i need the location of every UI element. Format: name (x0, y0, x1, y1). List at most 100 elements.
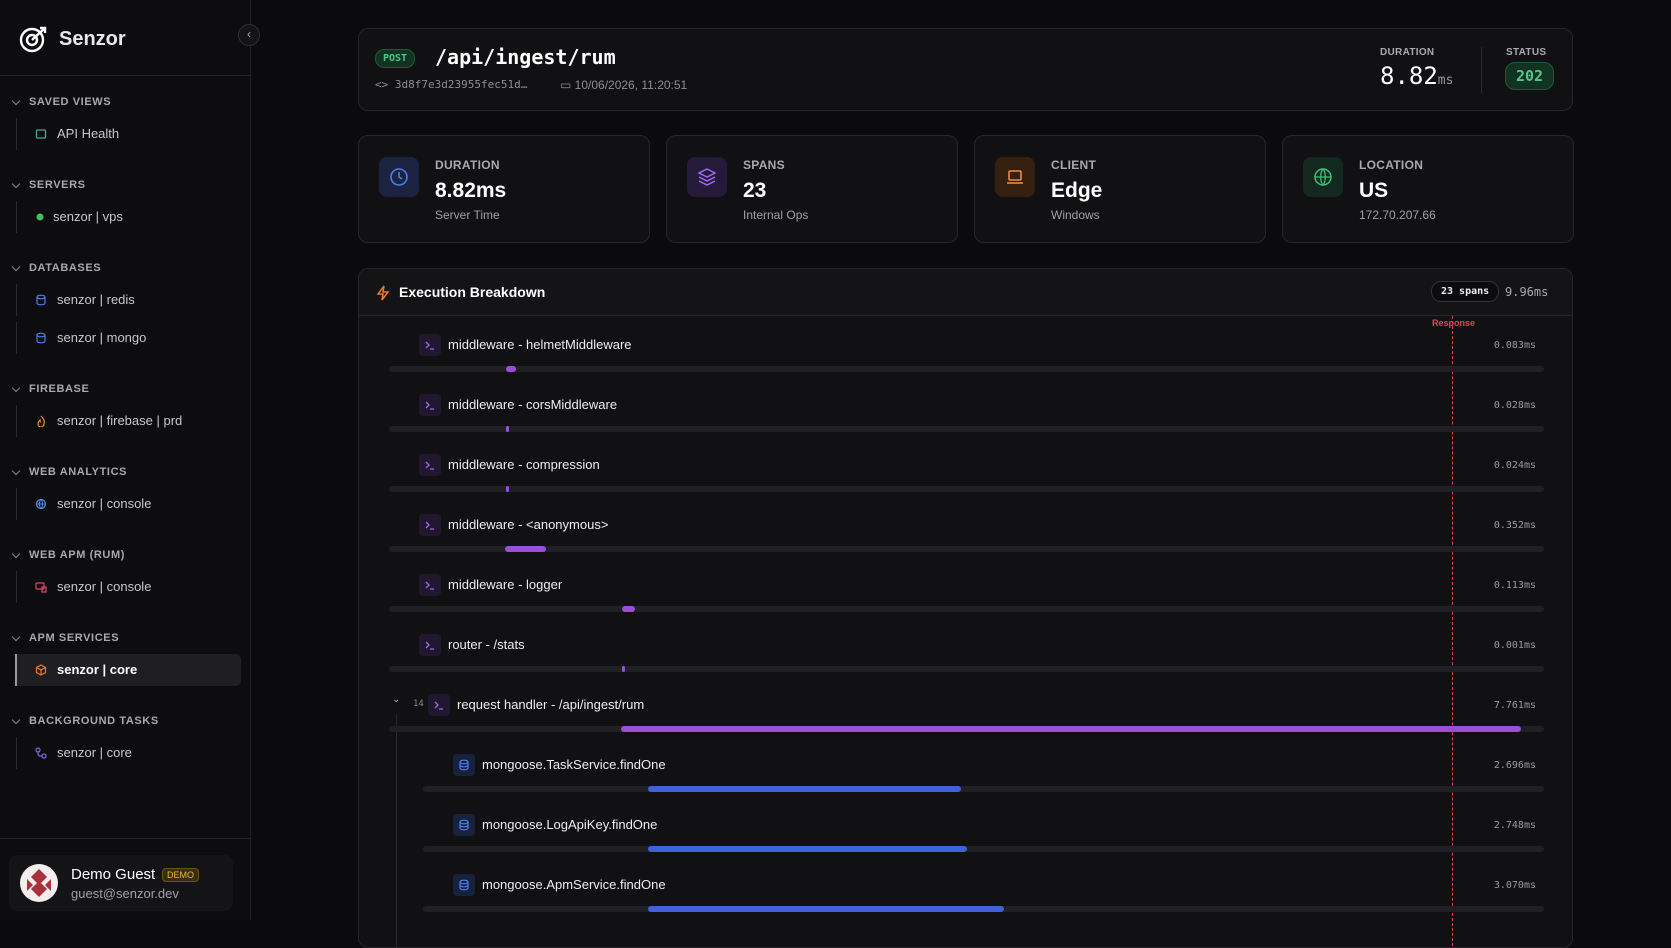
span-track (389, 366, 1544, 372)
span-track (389, 426, 1544, 432)
collapse-button[interactable]: ‹ (238, 24, 260, 46)
span-duration: 2.748ms (1493, 820, 1536, 831)
nav-item[interactable]: senzor | core (16, 737, 250, 769)
nav-item[interactable]: senzor | redis (16, 284, 250, 316)
span-icon (419, 454, 441, 476)
span-bar (648, 906, 1004, 912)
span-row: ⌄ 14 request handler - /api/ingest/rum 7.76… (359, 676, 1572, 736)
app: Senzor Demo Guest DEMO guest@senzor.dev … (0, 0, 1671, 920)
section-title: APM SERVICES (0, 628, 250, 648)
span-name: request handler - /api/ingest/rum (457, 697, 645, 712)
nav-item-label: senzor | console (57, 496, 152, 511)
span-row: mongoose.ApmService.findOne 3.070ms (359, 856, 1572, 916)
span-row: router - /stats 0.001ms (359, 616, 1572, 676)
expand-toggle[interactable]: ⌄ (392, 694, 401, 705)
execution-breakdown: Execution Breakdown 23 spans 9.96ms Resp… (358, 268, 1573, 948)
child-count: 14 (413, 699, 424, 709)
span-icon (453, 814, 475, 836)
nav-item[interactable]: senzor | console (16, 488, 250, 520)
nav-section: SAVED VIEWS API Health (0, 92, 250, 150)
nav-item-label: API Health (57, 126, 120, 141)
user-email: guest@senzor.dev (71, 886, 179, 901)
nav-item-label: senzor | core (57, 745, 132, 760)
stat-sub: Internal Ops (743, 208, 809, 222)
span-name: mongoose.TaskService.findOne (482, 757, 666, 772)
span-track (423, 846, 1544, 852)
method-badge: POST (375, 49, 416, 68)
span-duration: 0.083ms (1493, 340, 1536, 351)
span-name: middleware - <anonymous> (448, 517, 609, 532)
nav-section: APM SERVICES senzor | core (0, 628, 250, 686)
span-icon (453, 874, 475, 896)
span-track (423, 906, 1544, 912)
stat-label: LOCATION (1359, 158, 1424, 172)
span-icon (428, 694, 450, 716)
stat-icon (995, 157, 1035, 197)
span-duration: 3.070ms (1493, 880, 1536, 891)
nav-item[interactable]: senzor | console (16, 571, 250, 603)
nav-item[interactable]: API Health (16, 118, 250, 150)
span-bar (506, 366, 516, 372)
span-row: middleware - corsMiddleware 0.028ms (359, 376, 1572, 436)
stat-card: DURATION 8.82ms Server Time (358, 135, 650, 243)
stat-icon (1303, 157, 1343, 197)
stat-sub: 172.70.207.66 (1359, 208, 1436, 222)
status-code: 202 (1505, 62, 1555, 90)
span-icon (419, 634, 441, 656)
span-bar (648, 786, 961, 792)
span-row: mongoose.TaskService.findOne 2.696ms (359, 736, 1572, 796)
span-duration: 2.696ms (1493, 760, 1536, 771)
span-name: router - /stats (448, 637, 525, 652)
nav-section: WEB ANALYTICS senzor | console (0, 462, 250, 520)
sidebar: Senzor Demo Guest DEMO guest@senzor.dev … (0, 0, 251, 920)
section-title: SERVERS (0, 175, 250, 195)
total-duration: 9.96ms (1505, 285, 1549, 299)
section-title: SAVED VIEWS (0, 92, 250, 112)
stat-value: US (1359, 179, 1389, 202)
span-bar (648, 846, 967, 852)
stat-value: 23 (743, 179, 767, 202)
stat-card: SPANS 23 Internal Ops (666, 135, 958, 243)
span-icon (419, 394, 441, 416)
timestamp: 10/06/2026, 11:20:51 (574, 78, 688, 92)
span-name: middleware - logger (448, 577, 563, 592)
user-badge: DEMO (162, 868, 199, 882)
section-title: WEB APM (RUM) (0, 545, 250, 565)
span-bar (621, 726, 1521, 732)
span-duration: 0.113ms (1493, 580, 1536, 591)
nav-section: WEB APM (RUM) senzor | console (0, 545, 250, 603)
span-name: middleware - corsMiddleware (448, 397, 618, 412)
status-label: STATUS (1506, 47, 1547, 58)
nav-item-label: senzor | mongo (57, 330, 147, 345)
stat-icon (687, 157, 727, 197)
stat-card: CLIENT Edge Windows (974, 135, 1266, 243)
nav-section: BACKGROUND TASKS senzor | core (0, 711, 250, 769)
stat-value: 8.82ms (435, 179, 507, 202)
span-track (423, 786, 1544, 792)
span-track (389, 486, 1544, 492)
nav-item[interactable]: senzor | firebase | prd (16, 405, 250, 437)
span-bar (506, 426, 510, 432)
stat-label: CLIENT (1051, 158, 1097, 172)
request-header: POST /api/ingest/rum <> 3d8f7e3d23955fec… (358, 28, 1573, 111)
span-row: middleware - <anonymous> 0.352ms (359, 496, 1572, 556)
nav-item[interactable]: senzor | mongo (16, 322, 250, 354)
user-card[interactable]: Demo Guest DEMO guest@senzor.dev (9, 855, 233, 911)
span-icon (419, 514, 441, 536)
stat-sub: Windows (1051, 208, 1100, 222)
nav-item-label: senzor | vps (53, 209, 123, 224)
stat-label: DURATION (435, 158, 500, 172)
duration-label: DURATION (1380, 47, 1435, 58)
span-icon (453, 754, 475, 776)
nav-section: FIREBASE senzor | firebase | prd (0, 379, 250, 437)
span-bar (622, 606, 636, 612)
span-duration: 0.028ms (1493, 400, 1536, 411)
stat-card: LOCATION US 172.70.207.66 (1282, 135, 1574, 243)
section-title: DATABASES (0, 258, 250, 278)
nav-item[interactable]: senzor | core (15, 654, 241, 686)
span-track (389, 666, 1544, 672)
span-track (389, 606, 1544, 612)
nav-item-label: senzor | firebase | prd (57, 413, 183, 428)
logo (19, 26, 47, 53)
nav-item[interactable]: senzor | vps (16, 201, 250, 233)
